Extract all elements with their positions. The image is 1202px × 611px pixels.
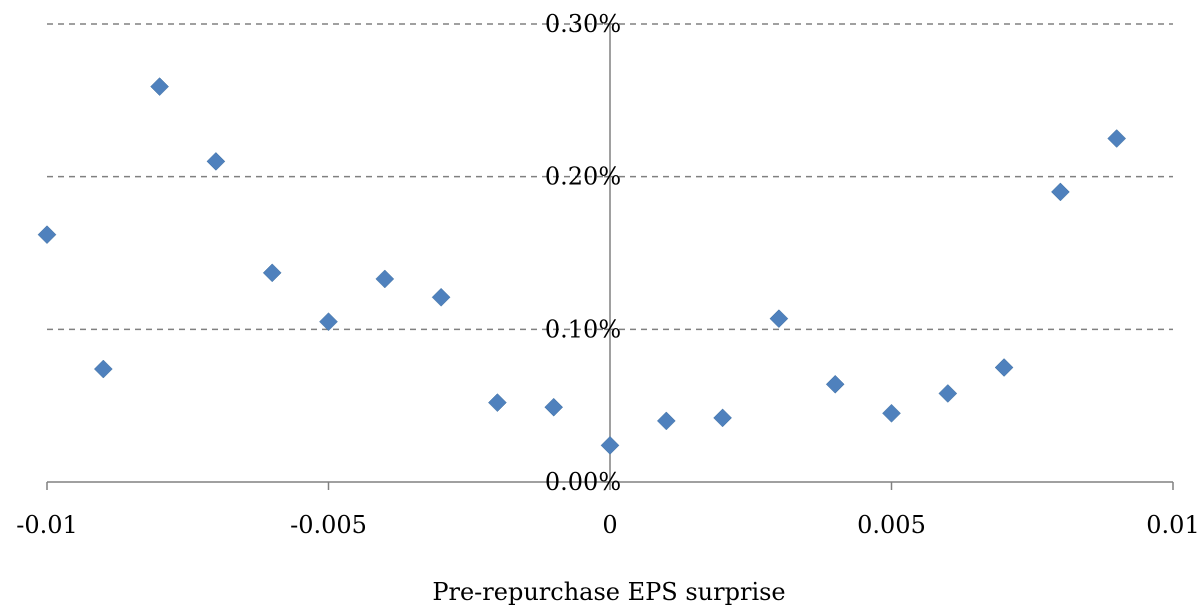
data-point [431,287,451,307]
data-point [150,77,169,96]
y-tick-label: 0.30% [545,10,621,38]
data-point [1107,129,1127,148]
data-point [656,411,676,431]
x-tick-labels: -0.01 -0.005 0 0.005 0.01 [16,511,1199,539]
data-point [600,436,620,455]
data-points [37,77,1127,455]
y-tick-labels: 0.00% 0.10% 0.20% 0.30% [545,10,621,496]
x-tick-label: 0.005 [857,511,926,539]
data-point [769,309,789,329]
x-axis-label: Pre-repurchase EPS surprise [432,578,785,606]
y-tick-label: 0.20% [545,163,621,191]
data-point [37,225,57,245]
data-point [206,152,226,171]
data-point [882,403,901,423]
x-tick-label: -0.01 [16,511,78,539]
data-point [93,359,113,379]
y-tick-label: 0.10% [545,315,621,343]
data-point [994,358,1014,377]
data-point [938,384,958,403]
data-point [488,393,507,412]
data-point [319,312,338,332]
data-point [713,408,732,428]
x-tick-label: 0.01 [1146,511,1199,539]
x-tick-label: -0.005 [290,511,367,539]
axes [46,23,1174,490]
data-point [544,397,564,417]
y-tick-label: 0.00% [545,468,621,496]
data-point [1051,182,1070,202]
data-point [825,374,845,394]
x-tick-label: 0 [602,511,617,539]
data-point [375,269,395,289]
data-point [262,263,282,283]
